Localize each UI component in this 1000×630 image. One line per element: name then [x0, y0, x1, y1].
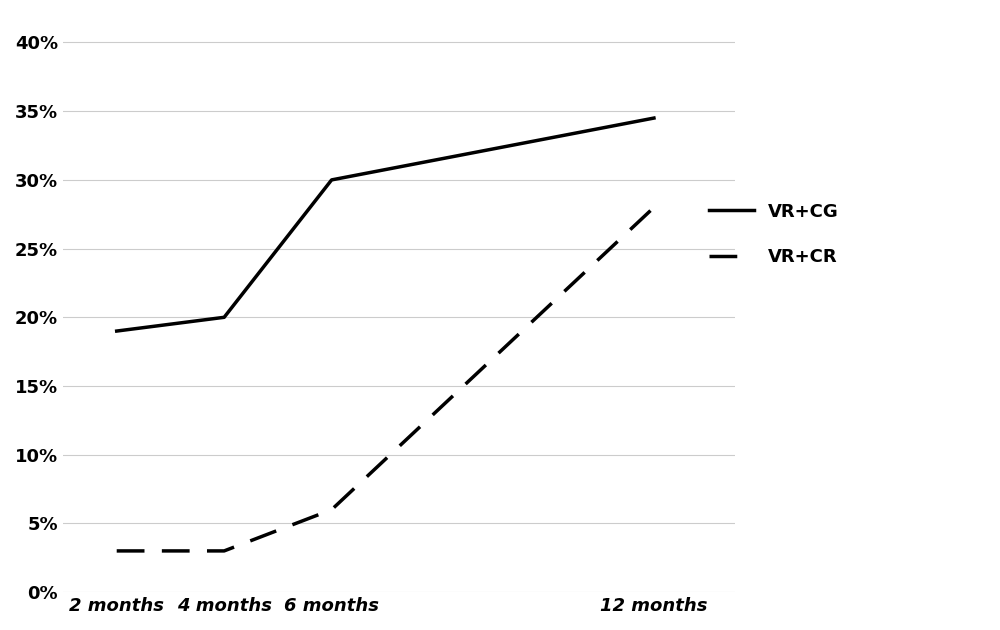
VR+CR — [326, 506, 338, 513]
VR+CG — [648, 114, 660, 122]
Line: VR+CG: VR+CG — [117, 118, 654, 331]
VR+CR — [218, 547, 230, 554]
VR+CG — [111, 327, 123, 335]
Legend: VR+CG, VR+CR: VR+CG, VR+CR — [702, 195, 846, 273]
VR+CG — [326, 176, 338, 184]
Line: VR+CR: VR+CR — [117, 207, 654, 551]
VR+CG — [218, 314, 230, 321]
VR+CR — [111, 547, 123, 554]
VR+CR — [648, 203, 660, 211]
